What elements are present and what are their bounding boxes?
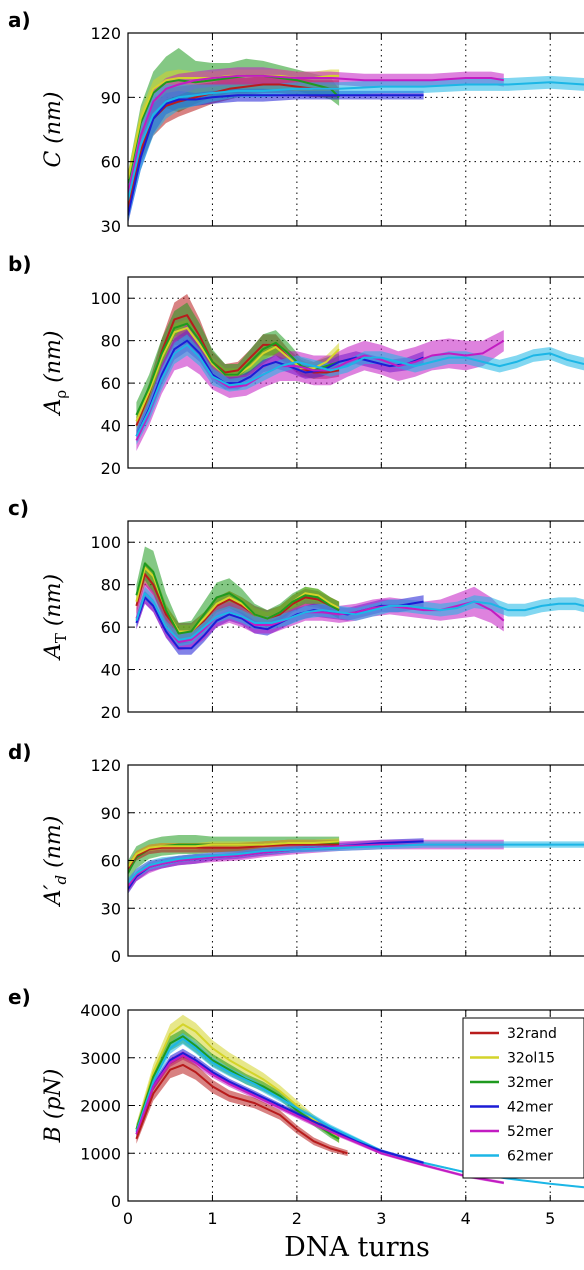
plot-area [135,294,584,451]
series-line-62mer [135,592,584,641]
axes-frame [127,32,584,227]
series-line-52mer [128,74,504,195]
y-tick-label: 20 [101,703,121,722]
legend-label-52mer: 52mer [507,1124,553,1140]
panel-label: d) [8,740,31,764]
axes-frame [127,520,584,713]
y-axis-label: B (pN) [41,1069,66,1144]
legend-label-32mer: 32mer [507,1075,553,1091]
y-tick-label: 60 [101,618,121,637]
series-line-62mer [135,343,584,437]
y-tick-label: 90 [101,88,121,107]
y-tick-label: 60 [101,852,121,871]
series-line-32rand [128,843,340,870]
y-tick-label: 2000 [80,1097,121,1116]
panel-a: 30 60 90 120 a) C (nm) [8,8,584,236]
y-tick-label: 1000 [80,1144,121,1163]
y-axis-label: A′d (nm) [41,816,70,908]
y-tick-label: 0 [111,1192,121,1211]
legend-label-62mer: 62mer [507,1149,553,1165]
plot-area [128,48,584,224]
x-tick-label: 1 [207,1209,217,1228]
panel-d: 0 30 60 90 120 d) A′d (nm) [8,740,584,966]
series-line-42mer [135,339,424,437]
y-axis-label: C (nm) [41,91,66,167]
series-band-62mer [128,75,584,222]
panel-e: 0 1000 2000 3000 4000 e) B (pN) 0 1 2 3 4 5 32rand 32o… [8,985,584,1228]
series-line-62mer [128,843,584,884]
series-band-32rand [136,1056,348,1157]
panel-label: c) [8,496,29,520]
y-tick-label: 40 [101,417,121,436]
panel-label: e) [8,985,31,1009]
y-tick-label: 30 [101,217,121,236]
series-line-32rand [135,573,340,633]
y-tick-label: 60 [101,374,121,393]
y-tick-label: 0 [111,947,121,966]
panel-label: a) [8,8,31,32]
y-tick-label: 100 [90,533,121,552]
y-tick-label: 80 [101,332,121,351]
y-tick-label: 120 [90,756,121,775]
y-axis-label: AT (nm) [41,574,70,661]
x-axis-label: DNA turns [284,1232,430,1263]
y-tick-label: 80 [101,576,121,595]
y-tick-label: 120 [90,24,121,43]
series-band-32mer [136,546,340,645]
series-band-52mer [136,323,504,451]
x-tick-label: 2 [292,1209,302,1228]
series-band-32rand [128,75,340,218]
y-tick-label: 3000 [80,1049,121,1068]
legend-label-32ol15: 32ol15 [507,1051,555,1067]
y-tick-label: 20 [101,459,121,478]
series-line-32ol15 [128,840,340,868]
x-tick-label: 3 [376,1209,386,1228]
x-tick-label: 5 [545,1209,555,1228]
panel-b: 20 40 60 80 100 b) Aρ (nm) [8,252,584,478]
plot-area [128,835,584,894]
series-line-42mer [128,94,424,216]
plot-area [135,546,584,655]
series-line-42mer [135,1052,424,1164]
series-line-32rand [135,1063,348,1155]
panel-label: b) [8,252,31,276]
legend-label-42mer: 42mer [507,1100,553,1116]
y-tick-label: 4000 [80,1001,121,1020]
x-tick-label: 0 [123,1209,133,1228]
x-tick-label: 4 [461,1209,471,1228]
legend-box [462,1017,584,1179]
series-line-32ol15 [135,1023,340,1140]
y-axis-label: Aρ (nm) [41,331,70,417]
y-tick-label: 90 [101,804,121,823]
y-tick-label: 30 [101,899,121,918]
panel-c: 20 40 60 80 100 c) AT (nm) [8,496,584,722]
series-line-32rand [135,314,340,426]
axes-frame [127,276,584,469]
legend: 32rand 32ol15 32mer 42mer 52mer 62mer [462,1017,584,1179]
series-band-62mer [136,334,584,445]
plot-area [135,1014,584,1189]
series-line-62mer [128,81,584,201]
series-line-32mer [135,562,340,635]
series-line-52mer [135,1054,504,1184]
legend-label-32rand: 32rand [507,1026,557,1042]
y-tick-label: 40 [101,661,121,680]
series-line-32mer [128,74,340,184]
y-tick-label: 100 [90,289,121,308]
y-tick-label: 60 [101,153,121,172]
